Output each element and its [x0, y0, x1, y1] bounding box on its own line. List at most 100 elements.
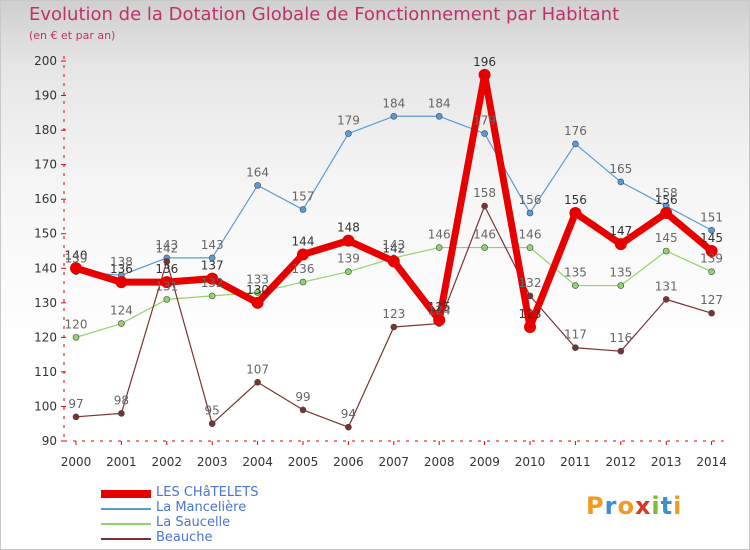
data-label: 95 [205, 404, 220, 418]
data-label: 132 [201, 276, 224, 290]
data-label: 147 [609, 224, 632, 238]
data-point [163, 258, 171, 265]
data-label: 131 [655, 279, 678, 293]
data-point [526, 209, 534, 217]
data-point [254, 289, 261, 296]
data-label: 123 [382, 307, 405, 321]
y-tick-label: 160 [34, 192, 57, 206]
data-label: 139 [700, 252, 723, 266]
legend-label: La Saucelle [156, 515, 231, 530]
data-label: 124 [110, 304, 133, 318]
legend-swatch [101, 508, 151, 510]
data-point [524, 321, 536, 333]
data-label: 116 [609, 331, 632, 345]
legend-swatch [101, 523, 151, 525]
data-point [433, 314, 446, 327]
data-point [708, 309, 715, 317]
data-label: 196 [473, 55, 496, 69]
legend-item: LES CHâTELETS [101, 485, 341, 501]
data-point [251, 296, 264, 309]
data-label: 158 [655, 186, 678, 200]
data-point [481, 130, 488, 137]
data-label: 135 [609, 266, 632, 280]
data-label: 117 [564, 328, 587, 342]
data-label: 142 [382, 241, 405, 255]
legend-item: Beauche [101, 530, 341, 546]
y-tick-label: 190 [34, 89, 57, 103]
data-point [617, 347, 625, 355]
data-point [435, 112, 443, 120]
data-label: 98 [114, 393, 129, 407]
data-label: 146 [519, 228, 542, 242]
data-point [572, 282, 579, 289]
data-point [526, 244, 534, 251]
data-point [662, 296, 670, 303]
x-tick-label: 2001 [106, 455, 137, 469]
data-label: 135 [564, 266, 587, 280]
x-tick-label: 2014 [696, 455, 727, 469]
data-point [163, 296, 171, 303]
data-point [254, 182, 261, 189]
data-label: 124 [428, 304, 451, 318]
data-label: 179 [337, 114, 360, 128]
data-point [160, 276, 173, 289]
chart-legend: LES CHâTELETS La Mancelière La Saucelle Bea… [101, 485, 341, 546]
data-label: 156 [519, 193, 542, 207]
data-label: 123 [519, 307, 542, 321]
data-label: 146 [473, 228, 496, 242]
data-label: 143 [155, 238, 178, 252]
y-tick-label: 120 [34, 330, 57, 344]
data-point [72, 334, 80, 341]
data-point [254, 378, 261, 386]
data-point [481, 202, 488, 210]
legend-item: La Saucelle [101, 515, 341, 531]
x-tick-label: 2000 [61, 455, 92, 469]
y-tick-label: 90 [42, 434, 57, 448]
data-point [390, 323, 398, 331]
data-point [345, 130, 352, 137]
data-point [297, 248, 309, 261]
data-point [705, 245, 718, 257]
y-tick-label: 100 [34, 399, 57, 413]
data-point [118, 320, 125, 327]
x-tick-label: 2010 [515, 455, 546, 469]
data-point [72, 413, 80, 421]
data-point [708, 226, 715, 234]
data-label: 137 [201, 259, 224, 273]
data-point [118, 410, 125, 417]
logo-letter: r [604, 492, 618, 520]
x-tick-label: 2011 [560, 455, 591, 469]
data-label: 176 [564, 124, 587, 138]
data-label: 107 [246, 362, 269, 376]
x-tick-label: 2003 [197, 455, 228, 469]
data-point [572, 344, 579, 352]
logo-letter: o [617, 492, 635, 520]
data-point [569, 207, 582, 219]
data-label: 120 [65, 317, 88, 331]
data-point [208, 292, 216, 300]
data-label: 156 [655, 193, 678, 207]
data-label: 157 [292, 190, 315, 204]
y-tick-label: 150 [34, 227, 57, 241]
data-label: 151 [700, 210, 723, 224]
data-point [299, 278, 307, 286]
data-point [617, 178, 625, 186]
data-label: 184 [428, 96, 451, 110]
data-label: 140 [65, 248, 88, 262]
data-label: 164 [246, 165, 269, 179]
y-tick-label: 110 [34, 365, 57, 379]
data-point [660, 207, 673, 219]
legend-item: La Mancelière [101, 500, 341, 516]
data-point [70, 262, 82, 275]
data-label: 97 [68, 397, 83, 411]
data-label: 94 [341, 407, 356, 421]
legend-label: Beauche [156, 530, 213, 545]
data-label: 145 [700, 231, 723, 245]
x-tick-label: 2007 [379, 455, 410, 469]
y-tick-label: 140 [34, 261, 57, 275]
chart-data-labels: 140 136 136 137 130 144 148 142 125 196 123 156 147 1… [65, 55, 724, 421]
data-label: 179 [473, 114, 496, 128]
y-tick-label: 130 [34, 296, 57, 310]
data-label: 132 [519, 276, 542, 290]
